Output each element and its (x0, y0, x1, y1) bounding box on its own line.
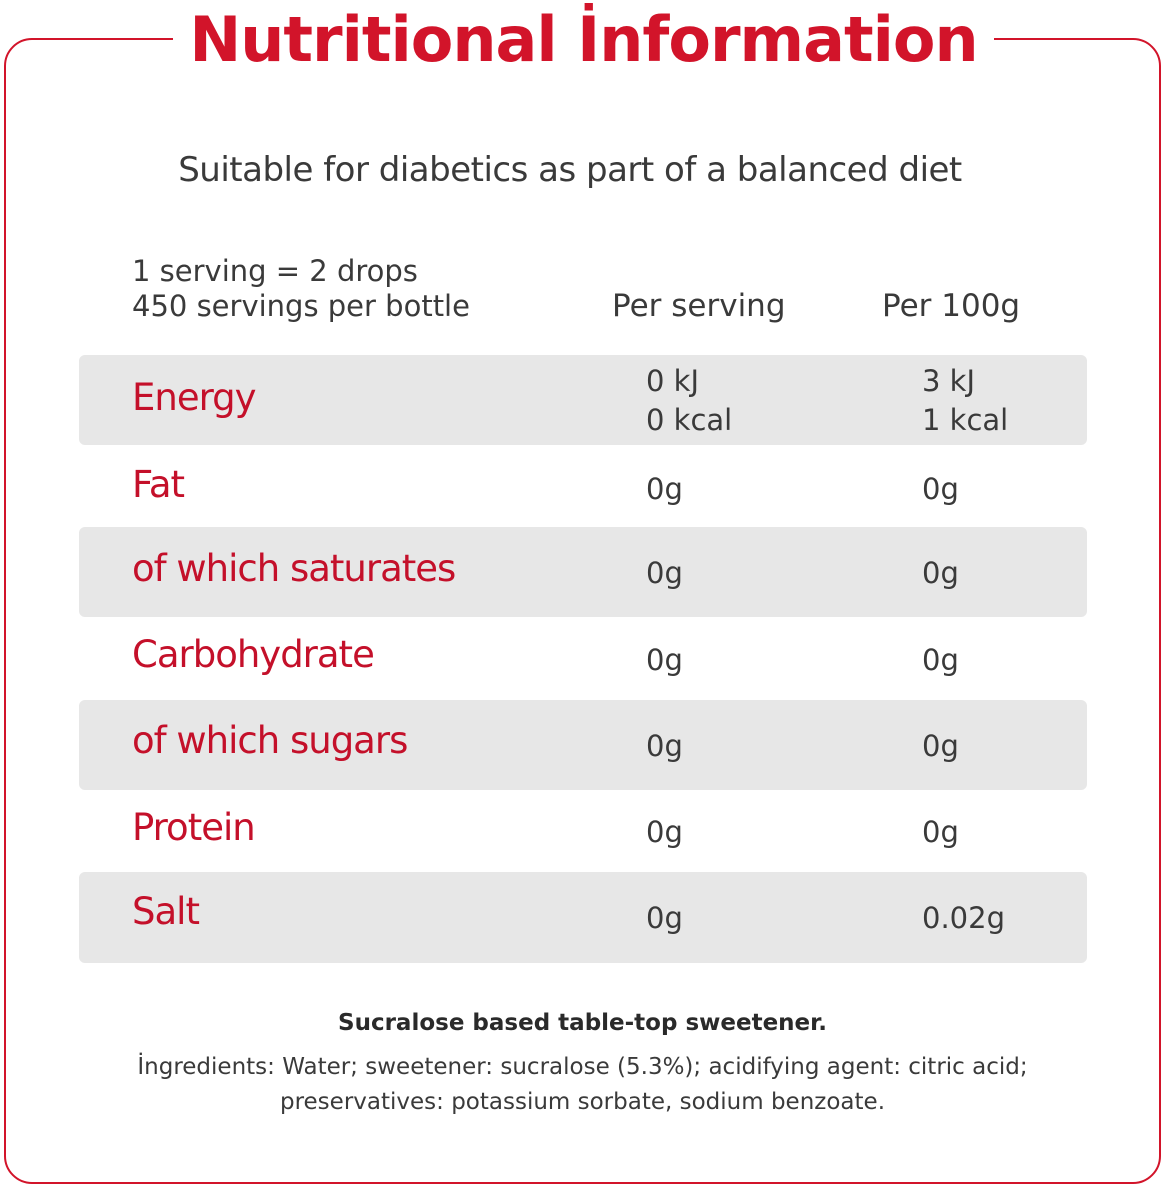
row-label: of which sugars (132, 719, 408, 762)
energy-per-serving-kj: 0 kJ (646, 364, 700, 398)
subtitle: Suitable for diabetics as part of a bala… (178, 150, 962, 190)
per-serving-value: 0g (646, 472, 683, 506)
serving-info: 1 serving = 2 drops 450 servings per bot… (132, 254, 470, 324)
row-label: Carbohydrate (132, 633, 375, 676)
column-header-per-100g: Per 100g (882, 288, 1021, 324)
ingredients-line: İngredients: Water; sweetener: sucralose… (137, 1054, 1028, 1080)
table-row-sugars: of which sugars 0g 0g (79, 700, 1087, 790)
table-row-carbohydrate: Carbohydrate 0g 0g (79, 617, 1087, 700)
energy-per-serving-kcal: 0 kcal (646, 403, 733, 437)
per-100g-value: 0g (922, 729, 959, 763)
title-container: Nutritional İnformation (0, 0, 1167, 80)
row-label: Salt (132, 890, 200, 933)
table-row-protein: Protein 0g 0g (79, 790, 1087, 872)
row-label: Energy (132, 376, 257, 419)
table-row-fat: Fat 0g 0g (79, 445, 1087, 527)
table-row-energy: Energy 0 kJ 0 kcal 3 kJ 1 kcal (79, 355, 1087, 445)
table-row-salt: Salt 0g 0.02g (79, 872, 1087, 963)
per-serving-value: 0g (646, 729, 683, 763)
energy-per-100g-kcal: 1 kcal (922, 403, 1009, 437)
ingredients-line: preservatives: potassium sorbate, sodium… (279, 1089, 886, 1115)
row-label: Protein (132, 806, 256, 849)
table-row-saturates: of which saturates 0g 0g (79, 527, 1087, 617)
product-description: Sucralose based table-top sweetener. (338, 1010, 827, 1036)
per-serving-value: 0g (646, 643, 683, 677)
nutrition-table: Energy 0 kJ 0 kcal 3 kJ 1 kcal Fat 0g 0g… (79, 355, 1087, 963)
row-label: Fat (132, 463, 185, 506)
row-label: of which saturates (132, 547, 456, 590)
per-serving-value: 0g (646, 815, 683, 849)
per-100g-value: 0g (922, 472, 959, 506)
per-serving-value: 0g (646, 901, 683, 935)
per-100g-value: 0g (922, 815, 959, 849)
per-100g-value: 0g (922, 556, 959, 590)
energy-per-100g-kj: 3 kJ (922, 364, 976, 398)
serving-size: 1 serving = 2 drops (132, 254, 418, 288)
page-title: Nutritional İnformation (173, 0, 994, 80)
per-100g-value: 0.02g (922, 901, 1005, 935)
ingredients-text: İngredients: Water; sweetener: sucralose… (0, 1050, 1165, 1120)
per-serving-value: 0g (646, 556, 683, 590)
column-header-per-serving: Per serving (612, 288, 786, 324)
per-100g-value: 0g (922, 643, 959, 677)
servings-per-bottle: 450 servings per bottle (132, 289, 470, 323)
